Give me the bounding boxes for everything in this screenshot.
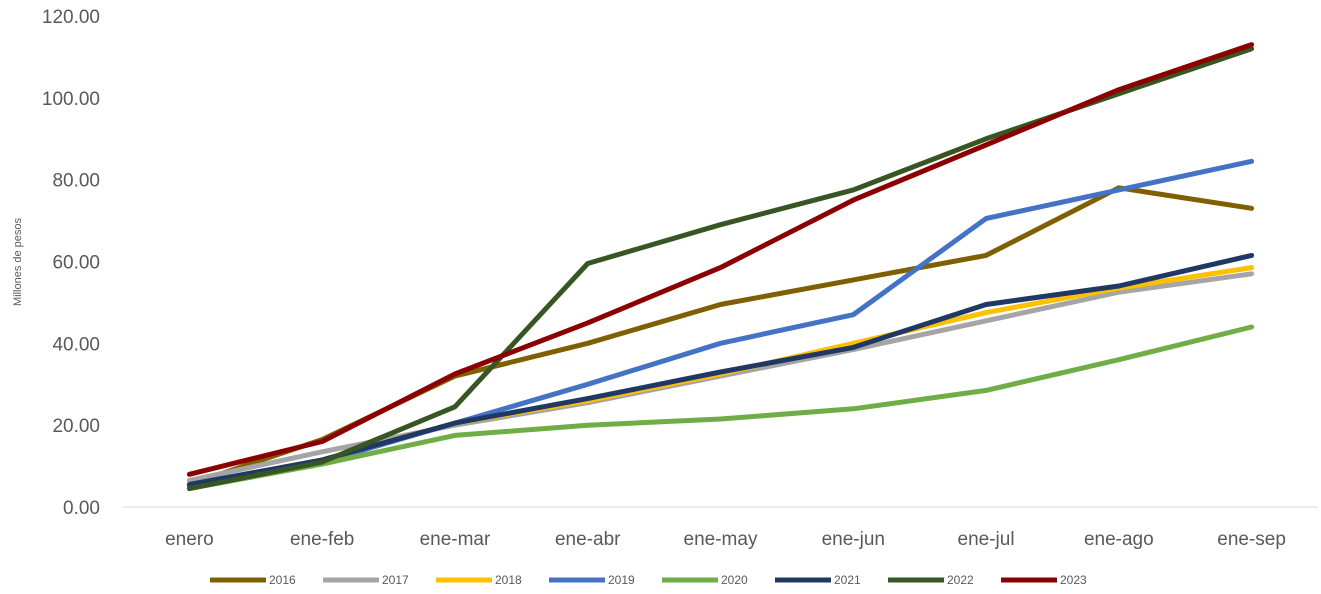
x-tick-label: ene-jul (958, 529, 1015, 550)
x-tick-label: enero (165, 529, 214, 550)
legend-label-2023: 2023 (1060, 573, 1087, 587)
legend-label-2020: 2020 (721, 573, 748, 587)
y-axis-label: Millones de pesos (12, 217, 24, 306)
series-lines (186, 42, 1255, 492)
y-tick-label: 60.00 (52, 253, 100, 274)
y-tick-label: 100.00 (42, 89, 100, 110)
y-axis-ticks: 0.00 20.00 40.00 60.00 80.00 100.00 120.00 (42, 7, 100, 519)
legend-label-2017: 2017 (382, 573, 409, 587)
x-tick-label: ene-mar (420, 529, 491, 550)
series-line-2023 (186, 42, 1255, 477)
y-tick-label: 120.00 (42, 7, 100, 28)
legend-label-2016: 2016 (269, 573, 296, 587)
x-tick-label: ene-may (684, 529, 758, 550)
legend-label-2021: 2021 (834, 573, 861, 587)
legend-label-2018: 2018 (495, 573, 522, 587)
series-line-2020 (186, 324, 1255, 492)
x-tick-label: ene-abr (555, 529, 621, 550)
x-tick-label: ene-feb (290, 529, 354, 550)
legend-label-2019: 2019 (608, 573, 635, 587)
legend-label-2022: 2022 (947, 573, 974, 587)
x-tick-label: ene-jun (822, 529, 885, 550)
series-line-2021 (186, 252, 1255, 487)
x-tick-label: ene-ago (1084, 529, 1154, 550)
y-tick-label: 20.00 (52, 416, 100, 437)
series-line-2016 (186, 185, 1255, 487)
x-tick-label: ene-sep (1217, 529, 1286, 550)
x-axis-ticks: enero ene-feb ene-mar ene-abr ene-may ene-jun… (165, 529, 1286, 550)
y-tick-label: 0.00 (63, 498, 100, 519)
y-tick-label: 80.00 (52, 171, 100, 192)
legend: 2016 2017 2018 2019 2020 2021 2022 2023 (210, 573, 1087, 587)
series-line-2019 (186, 158, 1255, 489)
y-tick-label: 40.00 (52, 334, 100, 355)
y-axis-label-group: Millones de pesos (12, 217, 24, 306)
